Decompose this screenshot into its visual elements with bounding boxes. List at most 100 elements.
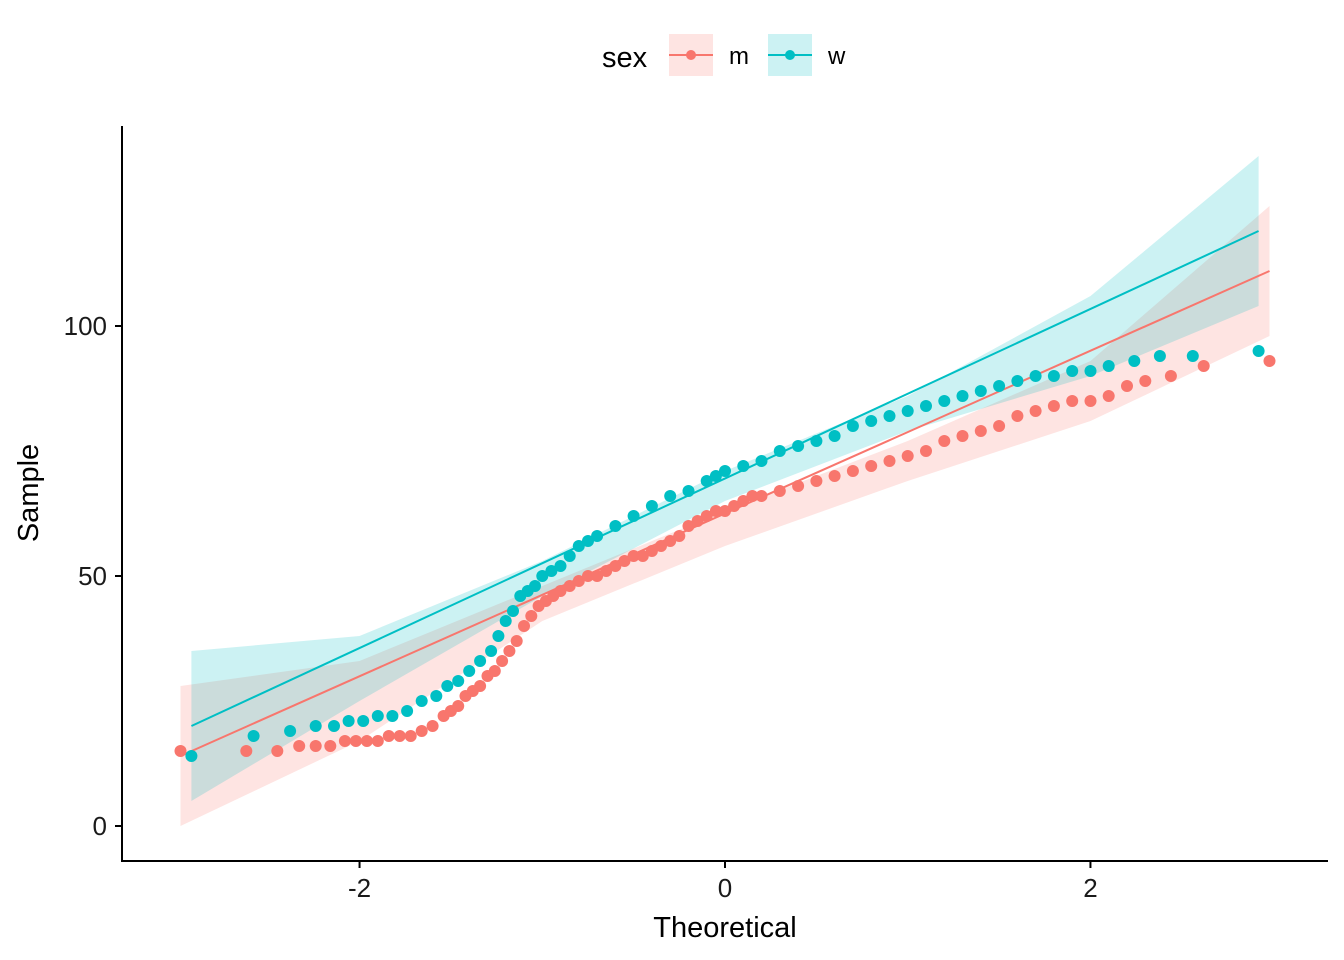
- point-w: [883, 410, 896, 422]
- point-w: [328, 720, 340, 732]
- point-m: [1029, 405, 1042, 417]
- point-m: [174, 745, 187, 757]
- point-m: [846, 465, 859, 477]
- point-m: [865, 460, 878, 472]
- point-w: [1186, 350, 1199, 362]
- point-m: [293, 740, 306, 752]
- point-m: [1084, 395, 1097, 407]
- point-w: [974, 385, 987, 397]
- point-w: [507, 605, 519, 617]
- y-tick-label: 100: [64, 311, 107, 341]
- point-w: [755, 455, 768, 467]
- point-m: [591, 570, 604, 582]
- point-m: [240, 745, 253, 757]
- point-w: [371, 710, 384, 722]
- point-m: [719, 505, 731, 517]
- point-w: [1066, 365, 1079, 377]
- point-m: [271, 745, 284, 757]
- point-m: [655, 540, 667, 552]
- point-m: [324, 740, 337, 752]
- point-m: [682, 520, 695, 532]
- legend-key-m-point: [686, 50, 696, 60]
- point-w: [529, 580, 541, 592]
- point-m: [600, 565, 613, 577]
- point-m: [883, 455, 896, 467]
- point-m: [510, 635, 523, 647]
- point-w: [792, 440, 805, 452]
- point-m: [792, 480, 805, 492]
- point-w: [719, 465, 731, 477]
- point-w: [1029, 370, 1042, 382]
- point-w: [342, 715, 355, 727]
- point-w: [415, 695, 428, 707]
- point-m: [474, 680, 487, 692]
- point-w: [645, 500, 658, 512]
- point-w: [682, 485, 695, 497]
- x-tick-label: 2: [1083, 873, 1097, 903]
- point-w: [664, 490, 677, 502]
- point-w: [536, 570, 549, 582]
- point-m: [728, 500, 741, 512]
- point-w: [492, 630, 505, 642]
- point-w: [810, 435, 823, 447]
- point-m: [382, 730, 395, 742]
- point-w: [901, 405, 914, 417]
- point-m: [755, 490, 768, 502]
- point-m: [920, 445, 932, 457]
- point-w: [993, 380, 1006, 392]
- point-w: [284, 725, 297, 737]
- point-w: [709, 470, 722, 482]
- point-m: [1197, 360, 1210, 372]
- point-m: [618, 555, 631, 567]
- point-m: [393, 730, 406, 742]
- point-m: [404, 730, 417, 742]
- point-w: [463, 665, 476, 677]
- point-m: [1139, 375, 1152, 387]
- point-w: [582, 535, 594, 547]
- point-m: [452, 700, 465, 712]
- point-m: [709, 505, 722, 517]
- point-m: [664, 535, 677, 547]
- point-w: [828, 430, 841, 442]
- point-w: [247, 730, 260, 742]
- point-m: [349, 735, 362, 747]
- y-axis: 0 50 100: [64, 126, 123, 861]
- point-w: [485, 645, 498, 657]
- point-w: [357, 715, 370, 727]
- point-w: [737, 460, 750, 472]
- legend-entry-w: w: [768, 34, 846, 76]
- point-w: [545, 565, 558, 577]
- point-m: [828, 470, 841, 482]
- point-w: [1128, 355, 1141, 367]
- point-w: [938, 395, 951, 407]
- point-m: [582, 570, 594, 582]
- point-m: [554, 585, 567, 597]
- point-w: [499, 615, 512, 627]
- point-m: [810, 475, 823, 487]
- y-tick-label: 50: [78, 561, 107, 591]
- point-w: [609, 520, 622, 532]
- point-w: [452, 675, 465, 687]
- point-w: [1084, 365, 1097, 377]
- point-m: [627, 550, 640, 562]
- point-w: [920, 400, 932, 412]
- point-m: [974, 425, 987, 437]
- point-m: [645, 545, 658, 557]
- legend-title: sex: [602, 42, 648, 74]
- x-tick-label: 0: [718, 873, 732, 903]
- point-m: [993, 420, 1006, 432]
- point-w: [1153, 350, 1166, 362]
- point-m: [371, 735, 384, 747]
- point-m: [1164, 370, 1177, 382]
- point-m: [1121, 380, 1133, 392]
- point-w: [185, 750, 198, 762]
- point-w: [700, 475, 713, 487]
- point-m: [309, 740, 322, 752]
- legend-label-w: w: [827, 43, 846, 70]
- point-w: [309, 720, 322, 732]
- point-m: [700, 510, 713, 522]
- point-m: [1047, 400, 1060, 412]
- y-tick-label: 0: [93, 811, 107, 841]
- x-ticks: -2 0 2: [348, 861, 1098, 903]
- point-w: [627, 510, 640, 522]
